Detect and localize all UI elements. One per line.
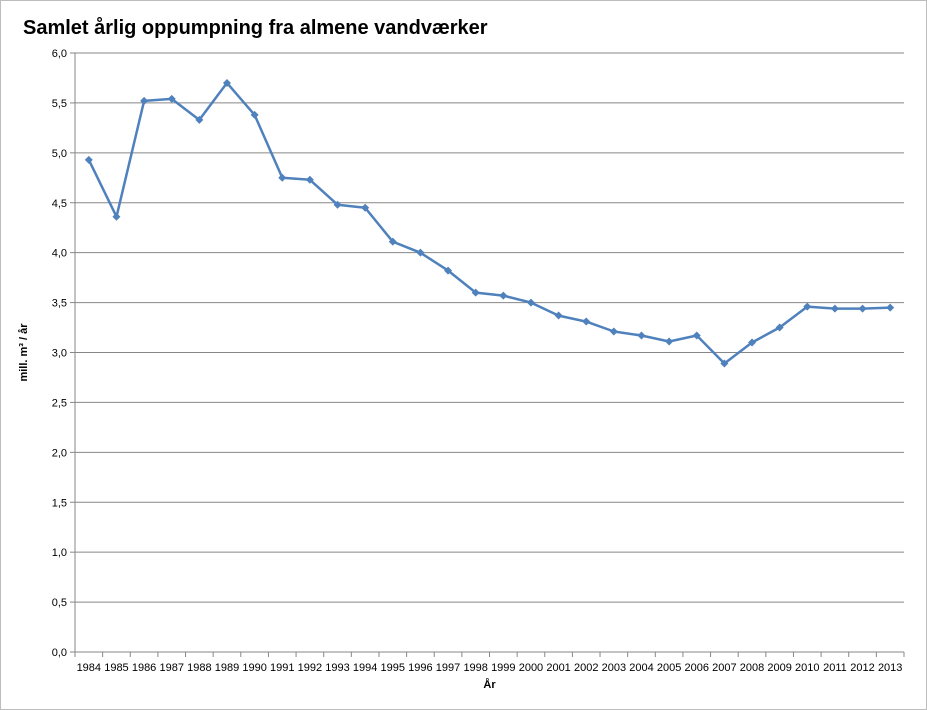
data-point — [140, 96, 149, 105]
y-tick-label: 4,5 — [52, 198, 67, 210]
y-tick-label: 5,5 — [52, 98, 67, 110]
x-tick-label: 2001 — [546, 662, 570, 674]
chart-title: Samlet årlig oppumpning fra almene vandv… — [23, 17, 488, 39]
x-tick-label: 1989 — [215, 662, 239, 674]
data-point — [830, 304, 839, 313]
x-tick-label: 1995 — [381, 662, 405, 674]
data-point — [333, 200, 342, 209]
data-point — [278, 173, 287, 182]
y-tick-label: 0,0 — [52, 647, 67, 659]
series-layer — [84, 78, 895, 368]
data-point — [803, 302, 812, 311]
data-point — [748, 338, 757, 347]
x-tick-label: 2002 — [574, 662, 598, 674]
data-point — [526, 298, 535, 307]
data-point — [471, 288, 480, 297]
y-tick-label: 6,0 — [52, 48, 67, 60]
data-point — [499, 291, 508, 300]
x-tick-label: 1988 — [187, 662, 211, 674]
y-tick-label: 0,5 — [52, 597, 67, 609]
x-tick-label: 2006 — [685, 662, 709, 674]
data-point — [195, 115, 204, 124]
data-point — [637, 331, 646, 340]
data-point — [609, 327, 618, 336]
data-point — [692, 331, 701, 340]
data-point — [665, 337, 674, 346]
y-tick-labels: 0,0 0,5 1,0 1,5 2,0 2,5 3,0 3,5 4,0 4,5 5,0 5,5 6,0 — [52, 48, 67, 659]
data-point — [112, 212, 121, 221]
x-tick-label: 2007 — [712, 662, 736, 674]
data-point — [775, 323, 784, 332]
y-tick-label: 2,5 — [52, 397, 67, 409]
x-tick-label: 1998 — [463, 662, 487, 674]
y-tick-label: 2,0 — [52, 447, 67, 459]
x-tick-label: 2010 — [795, 662, 819, 674]
x-tick-label: 2012 — [850, 662, 874, 674]
y-axis-label: mill. m³ / år — [18, 323, 30, 382]
x-tick-label: 2003 — [602, 662, 626, 674]
x-tick-label: 2008 — [740, 662, 764, 674]
y-tick-label: 5,0 — [52, 148, 67, 160]
data-point — [582, 317, 591, 326]
x-tick-label: 1996 — [408, 662, 432, 674]
y-tick-label: 1,0 — [52, 547, 67, 559]
x-tick-label: 1999 — [491, 662, 515, 674]
series-line — [87, 81, 891, 365]
x-tick-label: 1992 — [298, 662, 322, 674]
grid-lines — [75, 52, 904, 603]
x-tick-label: 1994 — [353, 662, 377, 674]
x-tick-label: 2013 — [878, 662, 902, 674]
x-tick-label: 2004 — [629, 662, 653, 674]
data-point — [305, 175, 314, 184]
data-point — [361, 203, 370, 212]
x-tick-label: 1991 — [270, 662, 294, 674]
data-point — [84, 155, 93, 164]
x-tick-label: 1984 — [77, 662, 101, 674]
x-tick-label: 1990 — [242, 662, 266, 674]
data-point — [250, 110, 259, 119]
y-tick-label: 3,5 — [52, 298, 67, 310]
y-tick-label: 1,5 — [52, 497, 67, 509]
x-tick-label: 2009 — [767, 662, 791, 674]
data-point — [444, 266, 453, 275]
x-axis-label: År — [483, 678, 496, 691]
data-point — [416, 248, 425, 257]
x-tick-label: 1986 — [132, 662, 156, 674]
x-tick-label: 1993 — [325, 662, 349, 674]
x-tick-label: 1985 — [104, 662, 128, 674]
data-point — [222, 78, 231, 87]
y-tick-label: 4,0 — [52, 248, 67, 260]
y-tick-label: 3,0 — [52, 348, 67, 360]
axes — [70, 52, 905, 657]
data-point — [720, 359, 729, 368]
x-tick-label: 2011 — [823, 662, 847, 674]
x-tick-label: 1987 — [159, 662, 183, 674]
x-tick-labels: 1984 1985 1986 1987 1988 1989 1990 1991 1992 1993… — [77, 662, 903, 674]
x-tick-label: 2000 — [519, 662, 543, 674]
data-point — [886, 303, 895, 312]
data-point — [554, 311, 563, 320]
data-point — [388, 237, 397, 246]
x-tick-label: 2005 — [657, 662, 681, 674]
data-point — [167, 94, 176, 103]
x-tick-label: 1997 — [436, 662, 460, 674]
data-point — [858, 304, 867, 313]
